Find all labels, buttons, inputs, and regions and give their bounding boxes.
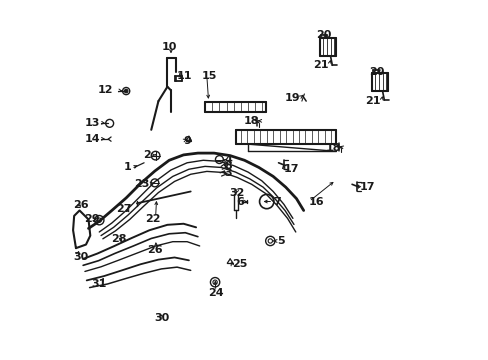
Text: 32: 32 [228, 188, 244, 198]
Text: 3: 3 [224, 168, 232, 178]
Text: 15: 15 [201, 71, 216, 81]
Text: 29: 29 [84, 215, 100, 224]
Text: 6: 6 [236, 197, 244, 207]
Text: 19: 19 [284, 93, 300, 103]
Text: 30: 30 [154, 313, 169, 323]
Text: 4: 4 [224, 155, 232, 165]
Text: 13: 13 [85, 118, 100, 128]
Text: 21: 21 [313, 60, 328, 70]
Text: 26: 26 [147, 245, 163, 255]
Text: 30: 30 [73, 252, 88, 262]
Text: 22: 22 [145, 215, 161, 224]
Text: 25: 25 [231, 259, 247, 269]
Text: 20: 20 [369, 67, 384, 77]
Text: 23: 23 [134, 179, 149, 189]
Text: 18: 18 [325, 143, 341, 153]
Text: 8: 8 [224, 161, 232, 171]
Text: 14: 14 [85, 134, 101, 144]
Text: 18: 18 [243, 116, 258, 126]
Text: 12: 12 [97, 85, 113, 95]
Text: 9: 9 [183, 136, 191, 145]
Text: 10: 10 [161, 42, 177, 52]
Text: 24: 24 [207, 288, 223, 298]
Text: 2: 2 [143, 150, 151, 160]
Text: 20: 20 [315, 30, 330, 40]
Text: 27: 27 [116, 204, 132, 214]
Text: 26: 26 [73, 200, 89, 210]
Circle shape [124, 89, 128, 93]
Text: 21: 21 [365, 96, 380, 106]
Text: 31: 31 [91, 279, 107, 289]
Text: 5: 5 [276, 236, 284, 246]
Text: 1: 1 [123, 162, 131, 172]
Text: 16: 16 [308, 197, 324, 207]
Text: 17: 17 [359, 182, 374, 192]
Text: 28: 28 [111, 234, 126, 244]
Text: 17: 17 [284, 164, 299, 174]
Text: 7: 7 [273, 197, 281, 207]
Text: 11: 11 [176, 71, 191, 81]
